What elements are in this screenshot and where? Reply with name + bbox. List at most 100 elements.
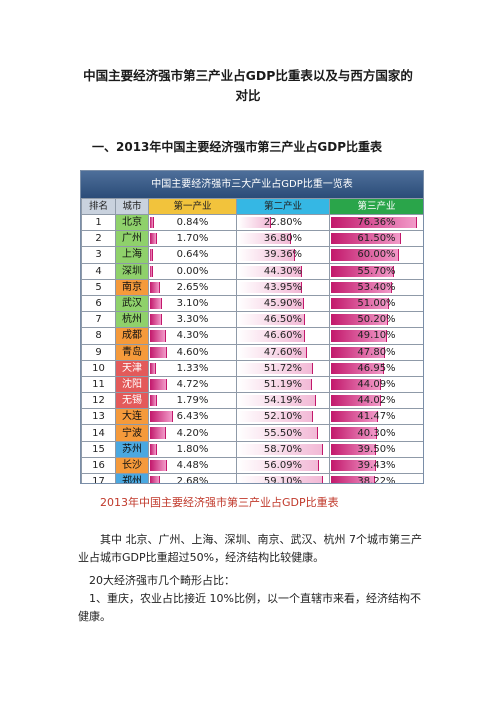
cell-rank: 9 [81, 343, 116, 361]
secondary-share-bar [238, 411, 314, 423]
cell-rank: 4 [81, 262, 116, 280]
cell-primary: 4.30% [148, 327, 237, 345]
secondary-share-value: 44.30% [263, 265, 303, 277]
secondary-share-bar [238, 443, 323, 455]
table-row: 2 广州 1.70% 36.80% 61.50% [81, 230, 423, 248]
cell-tertiary: 40.30% [329, 424, 423, 442]
tertiary-share-value: 44.02% [357, 395, 396, 407]
rank-value: 13 [92, 411, 105, 423]
cell-rank: 8 [81, 327, 116, 345]
primary-share-bar [150, 395, 158, 407]
city-name: 成都 [122, 330, 142, 342]
document-title-line1: 中国主要经济强市第三产业占GDP比重表以及与西方国家的 [83, 68, 413, 83]
cell-primary: 0.64% [148, 246, 237, 264]
cell-secondary: 58.70% [236, 440, 330, 458]
cell-tertiary: 60.00% [329, 246, 423, 264]
secondary-share-bar [238, 314, 306, 326]
primary-share-bar [150, 217, 154, 229]
cell-city: 上海 [115, 246, 149, 264]
primary-share-value: 0.00% [176, 265, 209, 277]
cell-rank: 16 [81, 456, 116, 475]
gdp-table-image: 中国主要经济强市三大产业占GDP比重一览表 排名 城市 第一产业 第二产业 第三… [80, 170, 424, 484]
header-rank: 排名 [81, 198, 116, 215]
primary-share-bar [150, 346, 167, 358]
cell-tertiary: 55.70% [329, 262, 423, 280]
primary-share-bar [150, 411, 174, 423]
table-caption: 2013年中国主要经济强市第三产业占GDP比重表 [100, 496, 339, 509]
cell-tertiary: 47.80% [329, 343, 423, 361]
secondary-share-bar [238, 346, 307, 358]
cell-secondary: 46.50% [236, 311, 330, 329]
cell-city: 北京 [115, 213, 149, 232]
rank-value: 2 [95, 233, 102, 245]
cell-secondary: 56.09% [236, 456, 330, 475]
cell-city: 无锡 [115, 392, 149, 410]
cell-primary: 4.20% [148, 424, 237, 442]
cell-secondary: 36.80% [236, 230, 330, 248]
tertiary-share-value: 46.95% [357, 362, 396, 374]
rank-value: 12 [92, 395, 105, 407]
cell-city: 广州 [115, 230, 149, 248]
cell-primary: 2.65% [148, 278, 237, 296]
tertiary-share-bar [331, 233, 401, 245]
primary-share-value: 1.79% [176, 395, 209, 407]
cell-primary: 1.33% [148, 359, 237, 377]
tertiary-share-value: 49.10% [357, 330, 396, 342]
tertiary-share-value: 44.09% [357, 378, 396, 390]
cell-secondary: 51.19% [236, 375, 330, 394]
primary-share-bar [150, 459, 167, 471]
tertiary-share-value: 60.00% [357, 249, 396, 261]
cell-tertiary: 39.43% [329, 456, 423, 475]
tertiary-share-value: 40.30% [357, 427, 396, 439]
cell-secondary: 51.72% [236, 359, 330, 377]
cell-city: 杭州 [115, 311, 149, 329]
secondary-share-value: 36.80% [263, 233, 303, 245]
tertiary-share-value: 39.50% [357, 443, 396, 455]
secondary-share-value: 58.70% [263, 443, 303, 455]
primary-share-bar [150, 443, 158, 455]
cell-rank: 5 [81, 278, 116, 296]
cell-tertiary: 41.47% [329, 408, 423, 426]
tertiary-share-bar [331, 395, 382, 407]
cell-primary: 1.80% [148, 440, 237, 458]
cell-rank: 6 [81, 294, 116, 313]
cell-secondary: 22.80% [236, 213, 330, 232]
gdp-table: 排名 城市 第一产业 第二产业 第三产业 1 北京 0.84% 22.80% 76.36… [81, 198, 423, 484]
cell-tertiary: 38.22% [329, 472, 423, 484]
cell-rank: 14 [81, 424, 116, 442]
cell-primary: 6.43% [148, 408, 237, 426]
table-header-row: 排名 城市 第一产业 第二产业 第三产业 [81, 198, 423, 215]
primary-share-value: 2.68% [176, 476, 209, 484]
cell-tertiary: 46.95% [329, 359, 423, 377]
tertiary-share-value: 47.80% [357, 346, 396, 358]
cell-primary: 3.30% [148, 311, 237, 329]
secondary-share-bar [238, 427, 319, 439]
tertiary-share-bar [331, 281, 392, 293]
primary-share-value: 2.65% [176, 281, 209, 293]
city-name: 天津 [122, 362, 142, 374]
cell-secondary: 59.10% [236, 472, 330, 483]
cell-tertiary: 53.40% [329, 278, 423, 296]
secondary-share-value: 46.50% [263, 314, 303, 326]
tertiary-share-value: 38.22% [357, 476, 396, 484]
city-name: 长沙 [122, 459, 142, 471]
rank-value: 5 [95, 281, 102, 293]
primary-share-bar [150, 281, 161, 293]
secondary-share-value: 45.90% [263, 298, 303, 310]
cell-city: 苏州 [115, 440, 149, 458]
rank-value: 14 [92, 427, 105, 439]
table-row: 1 北京 0.84% 22.80% 76.36% [81, 213, 423, 232]
secondary-share-bar [238, 476, 324, 483]
secondary-share-value: 46.60% [263, 330, 303, 342]
primary-share-bar [150, 233, 157, 245]
primary-share-bar [150, 265, 153, 277]
tertiary-share-bar [331, 265, 395, 277]
primary-share-bar [150, 378, 168, 391]
cell-secondary: 52.10% [236, 408, 330, 426]
tertiary-share-bar [331, 330, 387, 342]
city-name: 杭州 [122, 314, 142, 326]
tertiary-share-bar [331, 249, 399, 261]
table-row: 5 南京 2.65% 43.95% 53.40% [81, 278, 423, 296]
cell-city: 郑州 [115, 472, 149, 483]
cell-secondary: 44.30% [236, 262, 330, 280]
